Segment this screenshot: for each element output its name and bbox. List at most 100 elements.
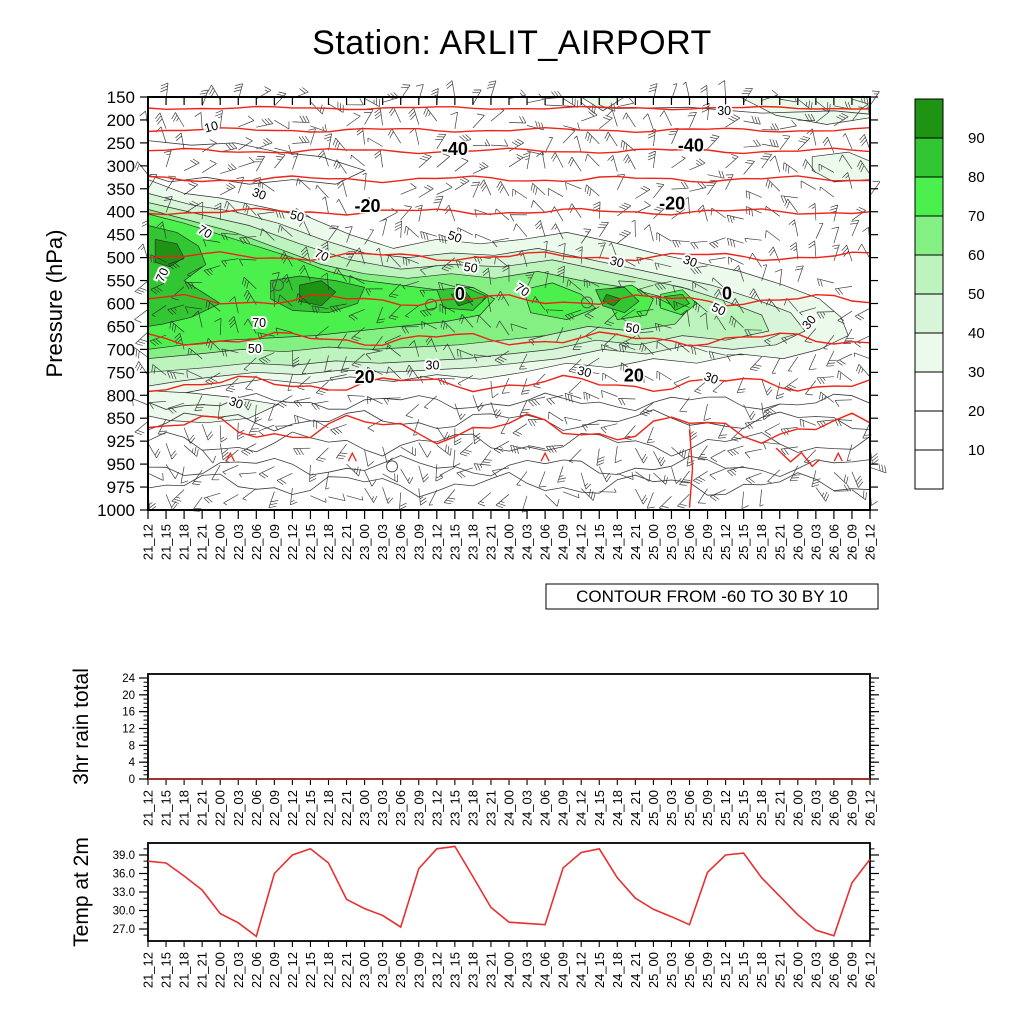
- svg-text:Pressure (hPa): Pressure (hPa): [42, 230, 67, 378]
- svg-text:750: 750: [107, 363, 135, 382]
- svg-text:23_06: 23_06: [393, 790, 408, 826]
- svg-text:25_18: 25_18: [754, 524, 769, 560]
- svg-text:50: 50: [248, 342, 262, 356]
- svg-text:30: 30: [717, 104, 731, 118]
- svg-text:-20: -20: [354, 196, 380, 216]
- svg-text:22_00: 22_00: [213, 790, 228, 826]
- svg-text:20: 20: [968, 403, 985, 420]
- svg-text:23_15: 23_15: [447, 790, 462, 826]
- svg-text:25_12: 25_12: [718, 952, 733, 988]
- svg-text:22_06: 22_06: [249, 952, 264, 988]
- temperature-contours: [147, 105, 871, 445]
- svg-text:26_09: 26_09: [844, 524, 859, 560]
- svg-text:25_21: 25_21: [772, 524, 787, 560]
- svg-text:23_18: 23_18: [465, 790, 480, 826]
- svg-text:0: 0: [129, 774, 135, 786]
- svg-text:26_12: 26_12: [863, 790, 878, 826]
- svg-text:22_03: 22_03: [231, 524, 246, 560]
- svg-text:25_09: 25_09: [700, 524, 715, 560]
- temp-panel: 27.0 30.0 33.0 36.0 39.0: [113, 842, 879, 947]
- svg-text:30: 30: [968, 364, 985, 381]
- pressure-axis-title: Pressure (hPa): [42, 230, 67, 378]
- rain-panel: 0 4 8 12 16 20 24: [122, 673, 879, 786]
- svg-text:23_12: 23_12: [429, 524, 444, 560]
- svg-text:21_12: 21_12: [141, 790, 156, 826]
- svg-text:23_18: 23_18: [465, 952, 480, 988]
- svg-text:27.0: 27.0: [113, 924, 135, 936]
- svg-text:25_03: 25_03: [664, 524, 679, 560]
- svg-text:26_03: 26_03: [808, 952, 823, 988]
- svg-text:25_12: 25_12: [718, 524, 733, 560]
- svg-text:22_09: 22_09: [267, 524, 282, 560]
- svg-text:25_12: 25_12: [718, 790, 733, 826]
- svg-text:30: 30: [426, 359, 440, 373]
- svg-text:700: 700: [107, 340, 135, 359]
- svg-text:4: 4: [129, 757, 136, 769]
- svg-text:24_00: 24_00: [502, 524, 517, 560]
- svg-text:25_06: 25_06: [682, 790, 697, 826]
- svg-text:550: 550: [107, 272, 135, 291]
- temp-series: [147, 845, 871, 938]
- svg-text:26_09: 26_09: [844, 790, 859, 826]
- svg-text:25_21: 25_21: [772, 790, 787, 826]
- svg-text:50: 50: [289, 208, 306, 225]
- svg-text:250: 250: [107, 134, 135, 153]
- svg-text:21_18: 21_18: [177, 524, 192, 560]
- svg-text:36.0: 36.0: [113, 868, 135, 880]
- svg-text:26_12: 26_12: [863, 524, 878, 560]
- svg-text:23_03: 23_03: [375, 790, 390, 826]
- svg-text:25_09: 25_09: [700, 790, 715, 826]
- svg-text:23_09: 23_09: [411, 524, 426, 560]
- svg-text:26_00: 26_00: [790, 790, 805, 826]
- svg-text:30: 30: [250, 185, 268, 203]
- svg-text:26_03: 26_03: [808, 524, 823, 560]
- svg-text:25_00: 25_00: [646, 952, 661, 988]
- svg-text:22_12: 22_12: [285, 790, 300, 826]
- svg-text:25_15: 25_15: [736, 524, 751, 560]
- svg-text:21_21: 21_21: [195, 952, 210, 988]
- svg-text:26_09: 26_09: [844, 952, 859, 988]
- svg-text:24_12: 24_12: [574, 952, 589, 988]
- svg-text:24_15: 24_15: [592, 952, 607, 988]
- svg-text:22_21: 22_21: [339, 790, 354, 826]
- svg-text:24_03: 24_03: [520, 790, 535, 826]
- svg-text:1000: 1000: [97, 501, 135, 520]
- svg-text:26_03: 26_03: [808, 790, 823, 826]
- svg-text:23_06: 23_06: [393, 524, 408, 560]
- svg-text:600: 600: [107, 295, 135, 314]
- svg-text:21_18: 21_18: [177, 952, 192, 988]
- svg-text:22_03: 22_03: [231, 790, 246, 826]
- svg-text:24_15: 24_15: [592, 524, 607, 560]
- surface-red-marks: [225, 429, 843, 508]
- temp-axis-title: Temp at 2m: [70, 837, 93, 947]
- chart-title: Station: ARLIT_AIRPORT: [312, 24, 712, 62]
- svg-text:22_00: 22_00: [213, 952, 228, 988]
- svg-text:25_06: 25_06: [682, 952, 697, 988]
- svg-text:3hr rain total: 3hr rain total: [70, 668, 93, 785]
- svg-text:24_09: 24_09: [556, 524, 571, 560]
- svg-text:22_18: 22_18: [321, 524, 336, 560]
- svg-text:25_15: 25_15: [736, 790, 751, 826]
- svg-text:24_00: 24_00: [502, 952, 517, 988]
- svg-text:50: 50: [463, 260, 479, 276]
- svg-text:22_09: 22_09: [267, 952, 282, 988]
- main-time-axis-labels: 21_12 21_15 21_18 21_21 22_00 22_03 22_06 22_09…: [141, 524, 878, 560]
- svg-text:300: 300: [107, 157, 135, 176]
- svg-text:200: 200: [107, 111, 135, 130]
- svg-text:24_18: 24_18: [610, 524, 625, 560]
- temp-time-axis-labels: 21_12 21_15 21_18 21_21 22_00 22_03 22_06 22_09…: [141, 952, 878, 988]
- main-panel-frame: [140, 96, 878, 519]
- svg-text:24_00: 24_00: [502, 790, 517, 826]
- svg-text:22_12: 22_12: [285, 952, 300, 988]
- svg-text:10: 10: [203, 118, 220, 135]
- svg-text:70: 70: [252, 316, 266, 330]
- svg-text:25_00: 25_00: [646, 790, 661, 826]
- svg-text:23_06: 23_06: [393, 952, 408, 988]
- svg-text:25_15: 25_15: [736, 952, 751, 988]
- svg-text:23_00: 23_00: [357, 952, 372, 988]
- svg-text:22_21: 22_21: [339, 952, 354, 988]
- svg-text:0: 0: [455, 284, 465, 304]
- svg-text:23_21: 23_21: [483, 790, 498, 826]
